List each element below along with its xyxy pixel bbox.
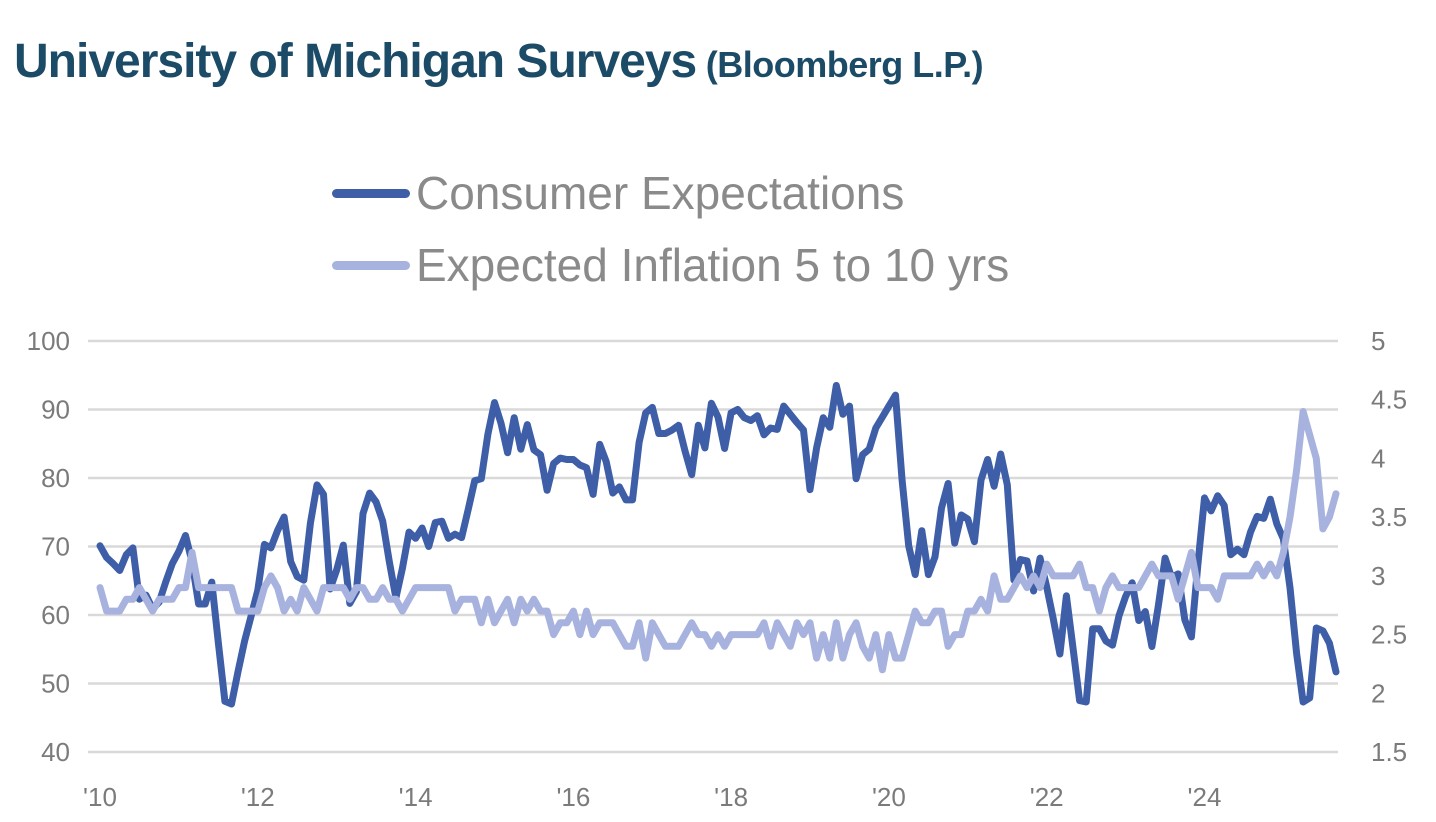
left-axis-tick-label: 90: [41, 395, 70, 425]
gridlines: [88, 339, 1338, 754]
left-axis-tick-label: 80: [41, 463, 70, 493]
left-axis-tick-label: 60: [41, 600, 70, 630]
chart-legend: Consumer Expectations Expected Inflation…: [332, 166, 1009, 292]
legend-swatch-expected-inflation: [332, 260, 410, 270]
right-axis-tick-label: 1.5: [1371, 737, 1407, 767]
left-axis-labels: 100 90 80 70 60 50 40: [27, 326, 70, 767]
right-axis-tick-label: 3.5: [1371, 502, 1407, 532]
right-axis-labels: 5 4.5 4 3.5 3 2.5 2 1.5: [1371, 326, 1407, 767]
right-axis-tick-label: 2.5: [1371, 620, 1407, 650]
title-main: University of Michigan Surveys: [14, 35, 697, 89]
legend-label-consumer-expectations: Consumer Expectations: [416, 167, 905, 219]
legend-swatch-consumer-expectations: [332, 188, 410, 198]
x-axis-tick-label: '12: [241, 782, 275, 812]
series-line-expected-inflation: [96, 408, 1340, 674]
right-axis-tick-label: 4.5: [1371, 385, 1407, 415]
series-line-consumer-expectations: [96, 382, 1340, 708]
title-source: (Bloomberg L.P.): [696, 44, 984, 86]
left-axis-tick-label: 40: [41, 737, 70, 767]
x-axis-tick-label: '14: [399, 782, 433, 812]
x-axis-tick-label: '18: [714, 782, 748, 812]
left-axis-tick-label: 50: [41, 669, 70, 699]
x-axis-tick-label: '16: [556, 782, 590, 812]
x-axis-tick-label: '10: [83, 782, 117, 812]
right-axis-tick-label: 3: [1371, 561, 1385, 591]
x-axis-tick-label: '24: [1188, 782, 1222, 812]
left-axis-tick-label: 70: [41, 532, 70, 562]
right-axis-tick-label: 4: [1371, 443, 1385, 473]
x-axis-labels: '10 '12 '14 '16 '18 '20 '22 '24: [83, 782, 1221, 812]
title-source-text: (Bloomberg L.P.): [705, 44, 984, 86]
right-axis-tick-label: 5: [1371, 326, 1385, 356]
x-axis-tick-label: '22: [1030, 782, 1064, 812]
left-axis-tick-label: 100: [27, 326, 70, 356]
legend-item-consumer-expectations: Consumer Expectations: [332, 166, 1009, 220]
legend-label-expected-inflation: Expected Inflation 5 to 10 yrs: [416, 239, 1010, 291]
x-axis-tick-label: '20: [872, 782, 906, 812]
page-title: University of Michigan Surveys (Bloomber…: [14, 34, 984, 89]
right-axis-tick-label: 2: [1371, 678, 1385, 708]
legend-item-expected-inflation: Expected Inflation 5 to 10 yrs: [332, 238, 1009, 292]
